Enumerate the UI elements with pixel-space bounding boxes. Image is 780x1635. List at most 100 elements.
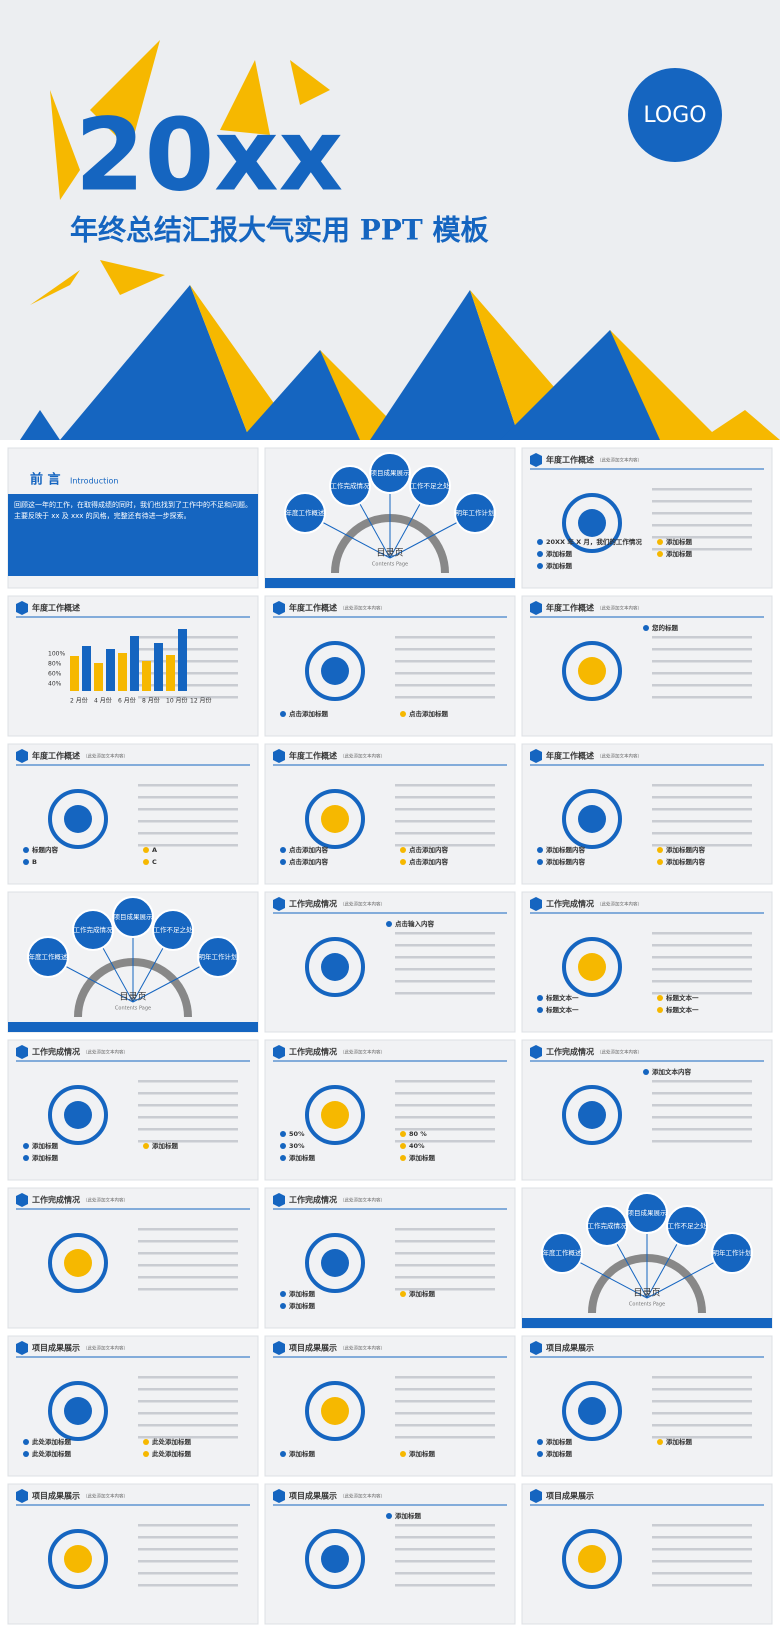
- text-line: [395, 1400, 495, 1403]
- slide-sub: （此处添加文本内容）: [83, 1493, 128, 1500]
- slide: 工作完成情况 （此处添加文本内容） 点击输入内容: [264, 891, 516, 1033]
- text-line: [395, 1140, 495, 1143]
- deco-circle: [321, 805, 349, 833]
- item-label: 添加标题: [289, 1289, 316, 1298]
- text-line: [652, 956, 752, 959]
- text-line: [395, 1436, 495, 1439]
- deco-circle: [48, 1085, 108, 1145]
- item-label: 添加标题: [409, 1289, 436, 1298]
- tri: [100, 260, 165, 295]
- toc-item: 明年工作计划: [456, 508, 495, 517]
- item-label: B: [32, 858, 37, 866]
- text-line: [395, 1572, 495, 1575]
- bullet: [400, 1291, 406, 1297]
- logo-circle: [628, 68, 722, 162]
- bullet: [537, 995, 543, 1001]
- deco-bar: [178, 629, 187, 691]
- title-icon: [530, 1489, 542, 1503]
- text-line: [652, 1388, 752, 1391]
- slide-sub: （此处添加文本内容）: [83, 1197, 128, 1204]
- bullet: [280, 1291, 286, 1297]
- text-line: [138, 648, 238, 651]
- deco-circle: [64, 1101, 92, 1129]
- deco-circle: [305, 1085, 365, 1145]
- chart-label: 80%: [48, 661, 62, 668]
- bullet: [23, 1439, 29, 1445]
- chart-label: 8 月份: [142, 697, 160, 705]
- slide-sub: （此处添加文本内容）: [597, 457, 642, 464]
- text-line: [395, 968, 495, 971]
- text-line: [395, 1412, 495, 1415]
- title-icon: [273, 1489, 285, 1503]
- toc-sub: Contents Page: [115, 1006, 151, 1012]
- slide-title: 项目成果展示: [289, 1491, 337, 1501]
- text-line: [395, 696, 495, 699]
- slide-title: 工作完成情况: [289, 1047, 337, 1057]
- deco-circle: [305, 641, 365, 701]
- text-line: [138, 1412, 238, 1415]
- bullet: [537, 1439, 543, 1445]
- chart-label: 60%: [48, 671, 62, 678]
- bullet: [657, 539, 663, 545]
- text-line: [395, 1560, 495, 1563]
- toc-circle: [454, 492, 496, 534]
- slide-title: 项目成果展示: [546, 1343, 594, 1353]
- deco-bar: [106, 649, 115, 691]
- text-line: [138, 1572, 238, 1575]
- deco-circle: [321, 1249, 349, 1277]
- text-line: [652, 648, 752, 651]
- text-line: [652, 932, 752, 935]
- title-icon: [530, 453, 542, 467]
- text-line: [652, 696, 752, 699]
- bullet: [23, 1155, 29, 1161]
- item-label: 添加标题: [666, 537, 693, 546]
- text-line: [138, 1140, 238, 1143]
- bullet: [400, 1143, 406, 1149]
- bullet: [280, 1303, 286, 1309]
- bullet: [657, 551, 663, 557]
- chart-label: 10 月份: [166, 697, 188, 705]
- toc-item: 明年工作计划: [199, 952, 238, 961]
- deco-circle: [562, 1529, 622, 1589]
- item-label: 添加标题: [32, 1153, 59, 1162]
- text-line: [652, 1424, 752, 1427]
- text-line: [652, 1104, 752, 1107]
- slide-title: 年度工作概述: [32, 603, 80, 613]
- tri: [220, 60, 270, 135]
- deco-circle: [48, 1233, 108, 1293]
- toc-circle: [197, 936, 239, 978]
- text-line: [138, 1436, 238, 1439]
- text-line: [138, 1240, 238, 1243]
- footer-bar: [522, 1318, 772, 1328]
- text-line: [138, 1376, 238, 1379]
- item-label: 标题内容: [31, 845, 59, 854]
- text-line: [138, 1536, 238, 1539]
- slide-sub: （此处添加文本内容）: [340, 1197, 385, 1204]
- title-icon: [16, 1045, 28, 1059]
- text-line: [138, 1524, 238, 1527]
- text-line: [395, 636, 495, 639]
- deco-circle: [578, 1397, 606, 1425]
- text-line: [138, 1128, 238, 1131]
- text-line: [395, 956, 495, 959]
- text-line: [652, 1572, 752, 1575]
- deco-circle: [48, 1381, 108, 1441]
- intro-text-wrap: 回顾这一年的工作，在取得成绩的同时，我们也找到了工作中的不足和问题。主要反映于 …: [14, 501, 252, 520]
- bullet: [23, 847, 29, 853]
- toc-circle: [152, 909, 194, 951]
- item-label: 标题文本一: [665, 1005, 699, 1014]
- tri: [610, 330, 720, 440]
- text-line: [395, 1080, 495, 1083]
- slide-sub: Introduction: [70, 477, 118, 486]
- hero-subtitle: 年终总结汇报大气实用 PPT 模板: [70, 214, 488, 247]
- text-line: [138, 660, 238, 663]
- bullet: [386, 1513, 392, 1519]
- bullet: [280, 1155, 286, 1161]
- item-label: 添加标题: [666, 1437, 693, 1446]
- slide-sub: （此处添加文本内容）: [83, 753, 128, 760]
- title-icon: [273, 601, 285, 615]
